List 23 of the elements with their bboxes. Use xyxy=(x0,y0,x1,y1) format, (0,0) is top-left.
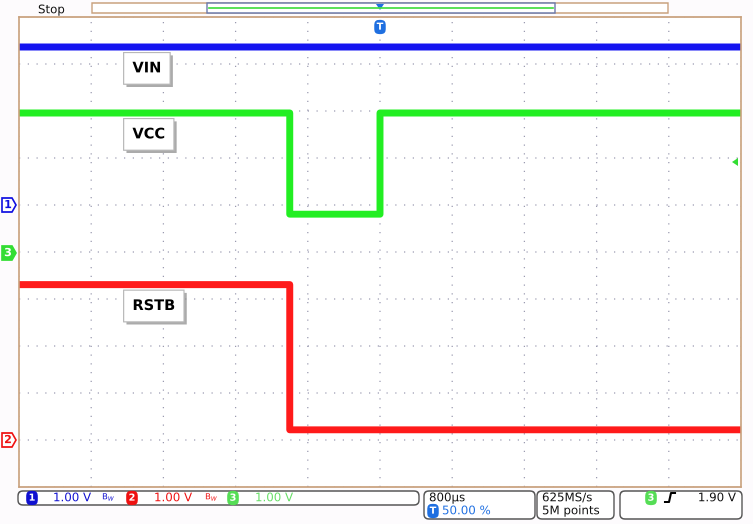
series-label: VIN xyxy=(132,62,160,72)
text: 1 xyxy=(5,200,12,208)
text: 3 xyxy=(4,248,11,256)
text: 1.00 V xyxy=(256,492,294,502)
text: T xyxy=(430,506,436,514)
text: 5M points xyxy=(542,505,600,517)
text: Stop xyxy=(38,4,64,16)
text: B$_{W}$ xyxy=(102,493,114,501)
text: 1 xyxy=(30,494,35,501)
text: 1.90 V xyxy=(699,492,736,502)
text: 3 xyxy=(648,493,654,501)
series-label: VCC xyxy=(132,128,164,139)
text: 625MS/s xyxy=(542,492,592,502)
text: T xyxy=(376,22,384,30)
text: 50.00 % xyxy=(442,505,490,514)
text: 1.00 V xyxy=(54,492,92,502)
text: B$_{W}$ xyxy=(206,493,217,501)
text: 1.00 V xyxy=(155,492,192,502)
text: 800µs xyxy=(430,492,465,504)
text: 3 xyxy=(230,493,236,501)
text: 2 xyxy=(129,493,135,501)
series-label: RSTB xyxy=(134,299,174,310)
text: 2 xyxy=(5,434,11,444)
